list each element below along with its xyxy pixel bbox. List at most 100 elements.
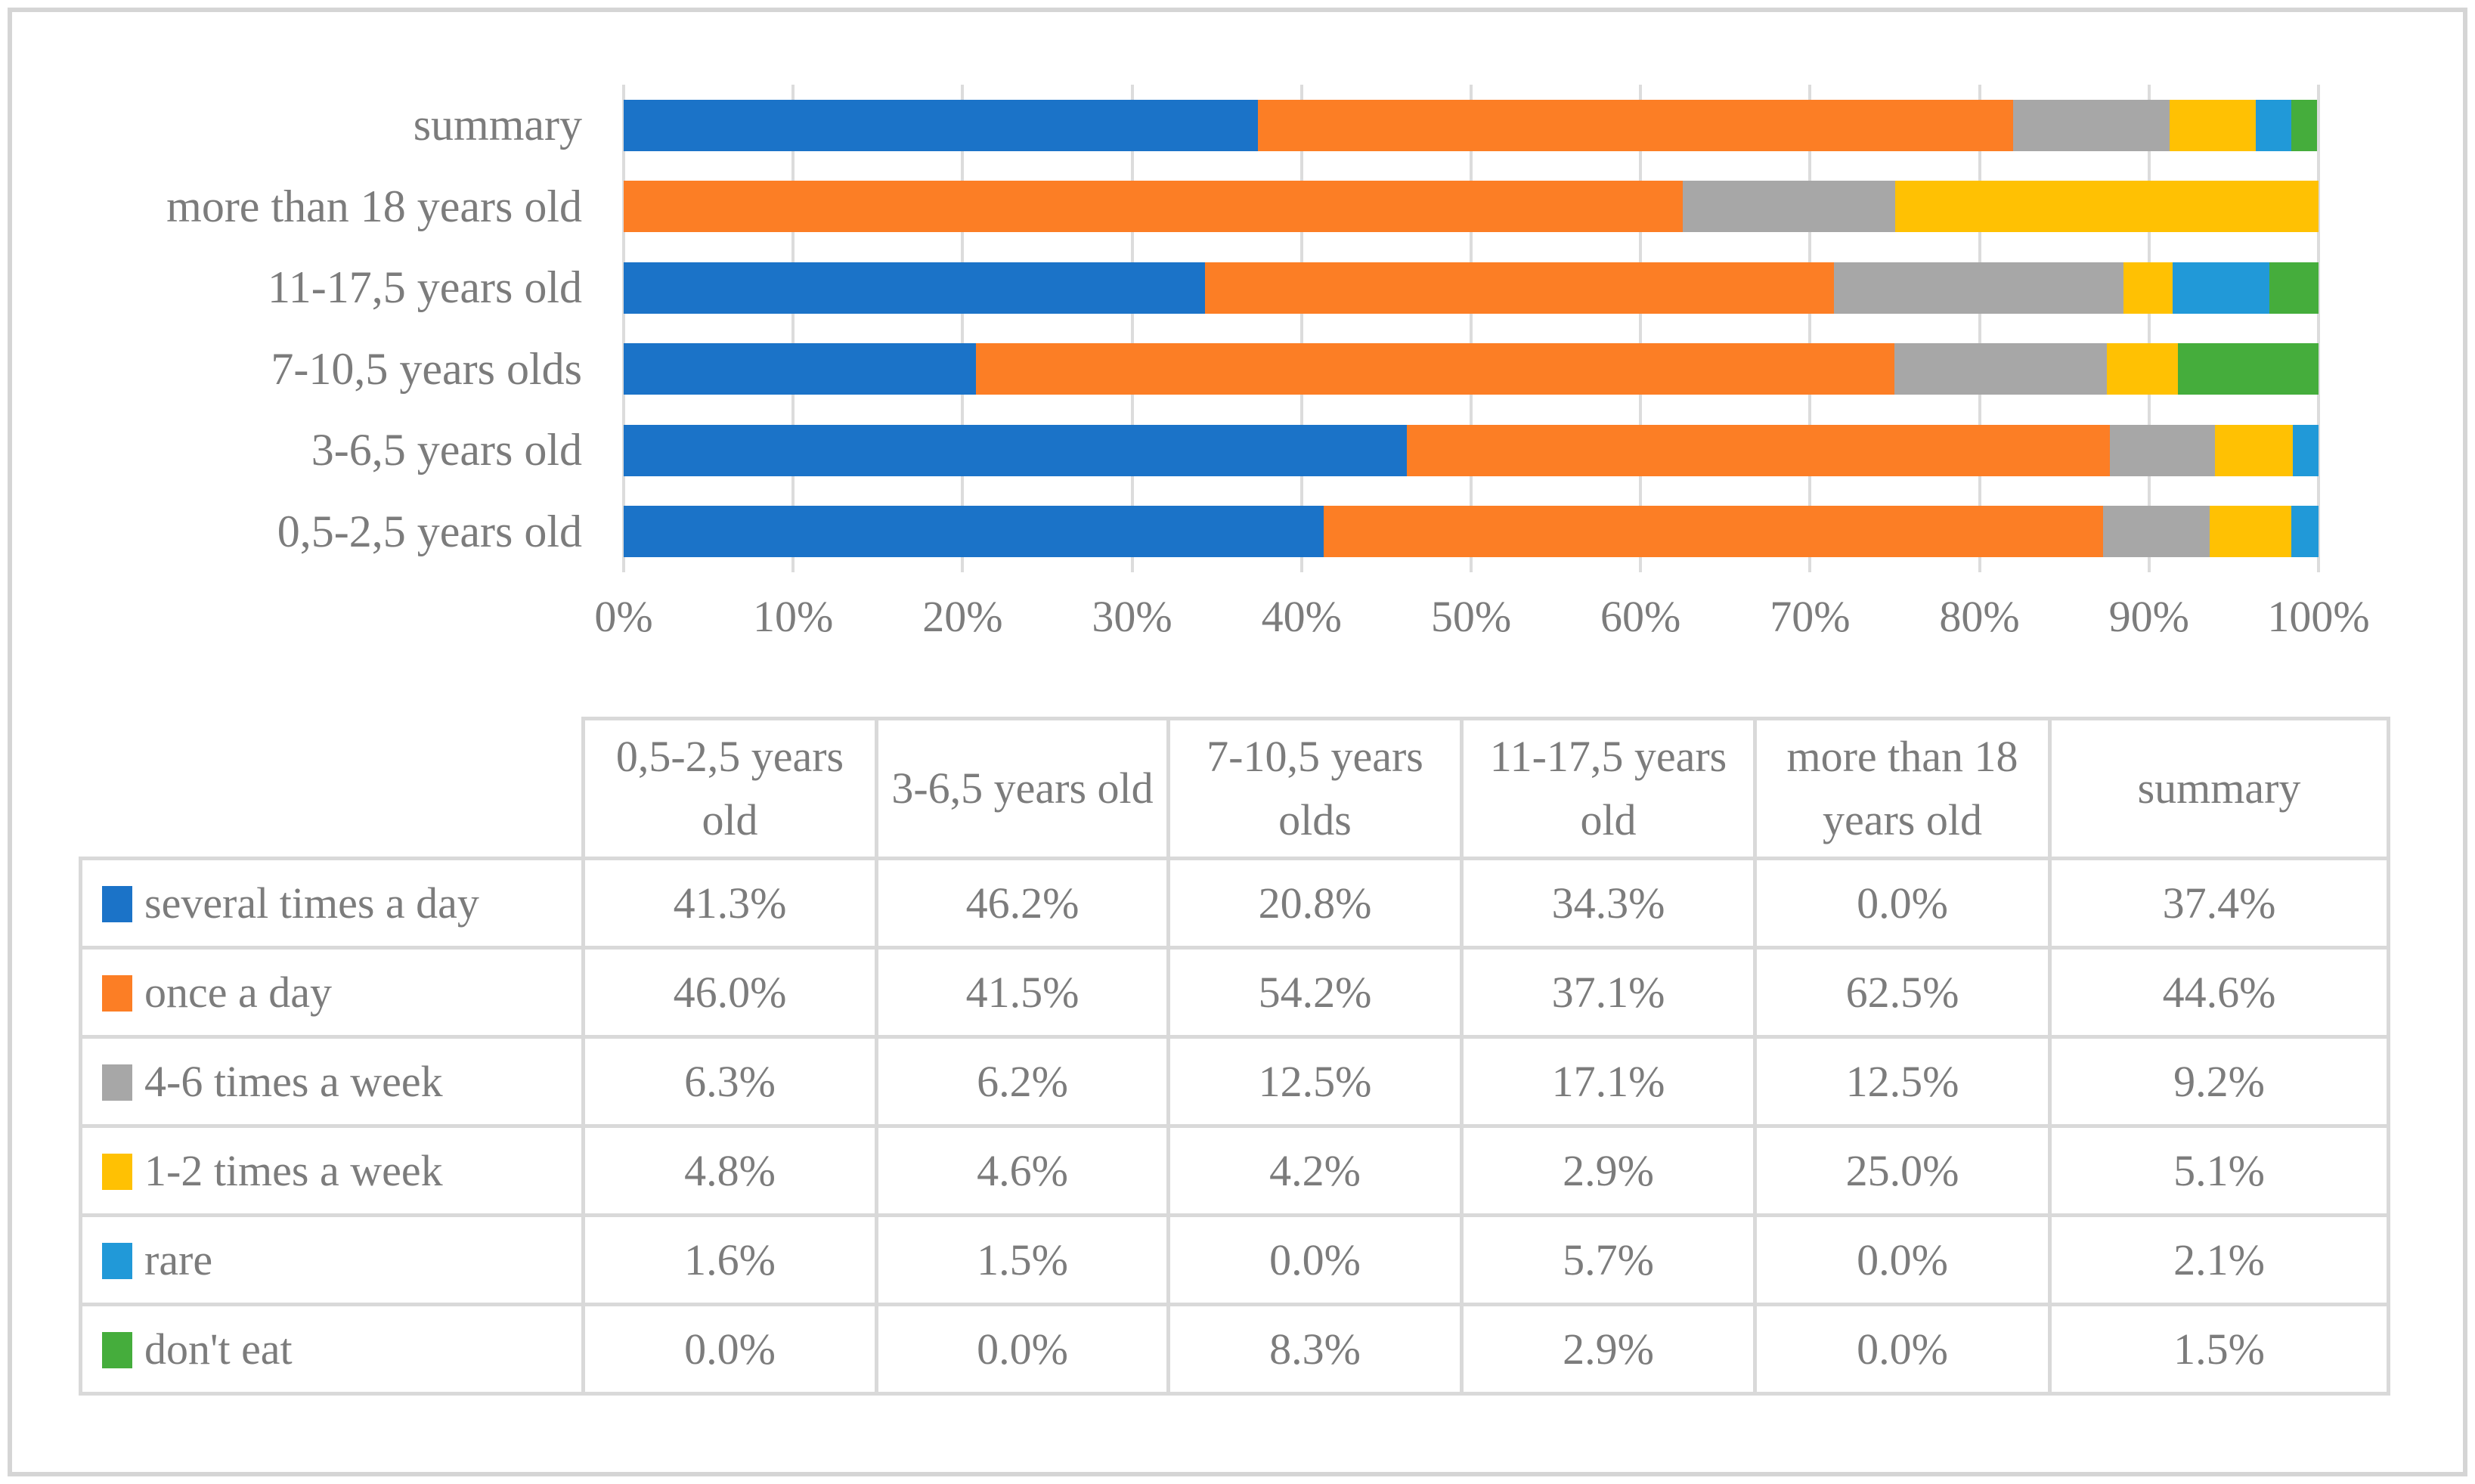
category-label: 3-6,5 years old <box>311 425 582 476</box>
x-axis-tick: 10% <box>753 592 834 641</box>
table-cell: 41.5% <box>875 946 1170 1039</box>
x-axis-tick: 40% <box>1261 592 1342 641</box>
bar-segment <box>2215 424 2294 476</box>
bar-segment <box>624 506 1324 558</box>
category-labels: summary more than 18 years old 11-17,5 yea… <box>15 85 582 572</box>
gridline <box>1639 85 1643 572</box>
row-label: 4-6 times a week <box>144 1057 443 1107</box>
chart-plot <box>622 85 2320 572</box>
category-label: 0,5-2,5 years old <box>277 506 582 556</box>
table-cell: 1.5% <box>875 1213 1170 1307</box>
table-cell: 37.1% <box>1460 946 1757 1039</box>
bar-segment <box>624 262 1205 314</box>
table-cell: 25.0% <box>1753 1124 2052 1218</box>
bar-row <box>624 181 2319 233</box>
legend-swatch <box>102 1243 132 1280</box>
category-label: 11-17,5 years old <box>267 262 582 313</box>
gridline <box>791 85 795 572</box>
table-cell: 0.0% <box>1753 857 2052 950</box>
table-cell: 2.9% <box>1460 1303 1757 1396</box>
gridline <box>1130 85 1134 572</box>
table-body: several times a day 41.3% 46.2% 20.8% 34.3% 0… <box>79 857 2390 1396</box>
x-axis-tick: 80% <box>1939 592 2020 641</box>
table-cell: 54.2% <box>1166 946 1464 1039</box>
table-cell: 12.5% <box>1753 1035 2052 1129</box>
row-label: 1-2 times a week <box>144 1146 443 1196</box>
bar-segment <box>1257 99 2014 151</box>
x-axis-tick: 20% <box>922 592 1003 641</box>
table-cell: 2.1% <box>2048 1213 2390 1307</box>
table-row: 1-2 times a week 4.8% 4.6% 4.2% 2.9% 25.0% 5.1… <box>79 1124 2390 1218</box>
x-axis: 0% 10% 20% 30% 40% 50% 60% 70% 80% 90% 100% <box>594 591 2369 663</box>
table-cell: 4.6% <box>875 1124 1170 1218</box>
x-axis-tick: 50% <box>1430 592 1512 641</box>
table-cell: 41.3% <box>581 857 878 950</box>
bar-segment <box>2123 262 2173 314</box>
column-header: 3-6,5 years old <box>875 716 1170 861</box>
bar-segment <box>624 343 977 395</box>
table-cell: 5.1% <box>2048 1124 2390 1218</box>
bar-segment <box>2210 506 2292 558</box>
row-label-cell: several times a day <box>79 857 585 950</box>
bar-row <box>624 99 2319 151</box>
table-cell: 0.0% <box>1753 1213 2052 1307</box>
gridline <box>1470 85 1473 572</box>
row-label: don't eat <box>144 1324 293 1374</box>
table-cell: 9.2% <box>2048 1035 2390 1129</box>
category-label: summary <box>413 100 582 150</box>
bar-row <box>624 262 2319 314</box>
bar-segment <box>624 99 1258 151</box>
x-axis-tick: 100% <box>2267 592 2370 641</box>
bar-segment <box>624 424 1407 476</box>
bar-segment <box>1894 181 2319 233</box>
table-cell: 1.5% <box>2048 1303 2390 1396</box>
gridline <box>622 85 625 572</box>
bar-segment <box>2106 343 2178 395</box>
category-label: 7-10,5 years olds <box>271 343 582 394</box>
gridline <box>1978 85 1981 572</box>
category-label: more than 18 years old <box>166 181 582 231</box>
legend-swatch <box>102 1064 132 1101</box>
gridline <box>961 85 965 572</box>
table-cell: 46.0% <box>581 946 878 1039</box>
bar-row <box>624 506 2319 558</box>
table-cell: 17.1% <box>1460 1035 1757 1129</box>
table-cell: 0.0% <box>1166 1213 1464 1307</box>
bar-segment <box>2013 99 2170 151</box>
table-head: 0,5-2,5 years old 3-6,5 years old 7-10,5 y… <box>81 716 2390 861</box>
table-cell: 37.4% <box>2048 857 2390 950</box>
table-cell: 5.7% <box>1460 1213 1757 1307</box>
bar-segment <box>976 343 1895 395</box>
bar-row <box>624 424 2319 476</box>
row-label: several times a day <box>144 878 479 928</box>
table-cell: 4.2% <box>1166 1124 1464 1218</box>
table-cell: 20.8% <box>1166 857 1464 950</box>
bar-segment <box>2269 262 2319 314</box>
bar-segment <box>2173 262 2269 314</box>
table-cell: 46.2% <box>875 857 1170 950</box>
bar-segment <box>1894 343 2107 395</box>
legend-swatch <box>102 975 132 1012</box>
table-cell: 34.3% <box>1460 857 1757 950</box>
table-cell: 62.5% <box>1753 946 2052 1039</box>
table-row: 4-6 times a week 6.3% 6.2% 12.5% 17.1% 12.5% 9… <box>79 1035 2390 1129</box>
bar-segment <box>624 181 1684 233</box>
table-cell: 2.9% <box>1460 1124 1757 1218</box>
bar-segment <box>2177 343 2319 395</box>
legend-swatch <box>102 1332 132 1369</box>
table-cell: 0.0% <box>1753 1303 2052 1396</box>
table-cell: 6.2% <box>875 1035 1170 1129</box>
bar-row <box>624 343 2319 395</box>
row-label-cell: rare <box>79 1213 585 1307</box>
bar-segment <box>2291 99 2317 151</box>
table-cell: 0.0% <box>875 1303 1170 1396</box>
column-header: summary <box>2048 716 2390 861</box>
table-cell: 8.3% <box>1166 1303 1464 1396</box>
bar-segment <box>1323 506 2104 558</box>
column-header: 7-10,5 years olds <box>1166 716 1464 861</box>
row-label-cell: don't eat <box>79 1303 585 1396</box>
bar-segment <box>2110 424 2216 476</box>
gridline <box>2317 85 2320 572</box>
row-label-cell: once a day <box>79 946 585 1039</box>
table-row: don't eat 0.0% 0.0% 8.3% 2.9% 0.0% 1.5% <box>79 1303 2390 1396</box>
